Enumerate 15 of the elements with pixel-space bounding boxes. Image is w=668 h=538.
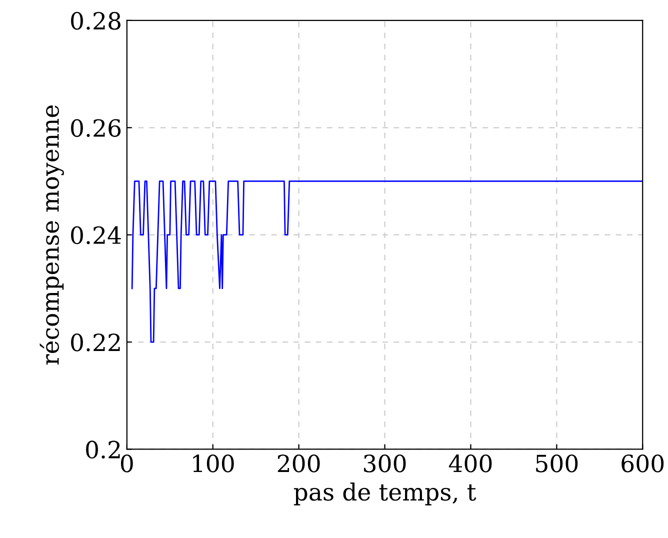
- y-axis-title: récompense moyenne: [40, 105, 64, 365]
- x-tick-label: 100: [193, 454, 234, 472]
- y-tick-label: 0.26: [71, 119, 121, 137]
- x-tick-label: 200: [278, 454, 320, 472]
- y-tick-label: 0.28: [71, 12, 120, 30]
- x-tick-label: 0: [120, 454, 133, 472]
- x-tick-label: 600: [622, 454, 664, 472]
- x-tick-label: 500: [536, 454, 578, 472]
- x-tick-label: 300: [364, 454, 406, 472]
- x-axis-title: pas de temps, t: [294, 482, 476, 506]
- y-tick-label: 0.22: [71, 333, 120, 352]
- y-tick-label: 0.2: [86, 440, 120, 459]
- line-series: [131, 180, 643, 343]
- y-tick-label: 0.24: [71, 226, 121, 244]
- x-tick-label: 400: [448, 454, 492, 472]
